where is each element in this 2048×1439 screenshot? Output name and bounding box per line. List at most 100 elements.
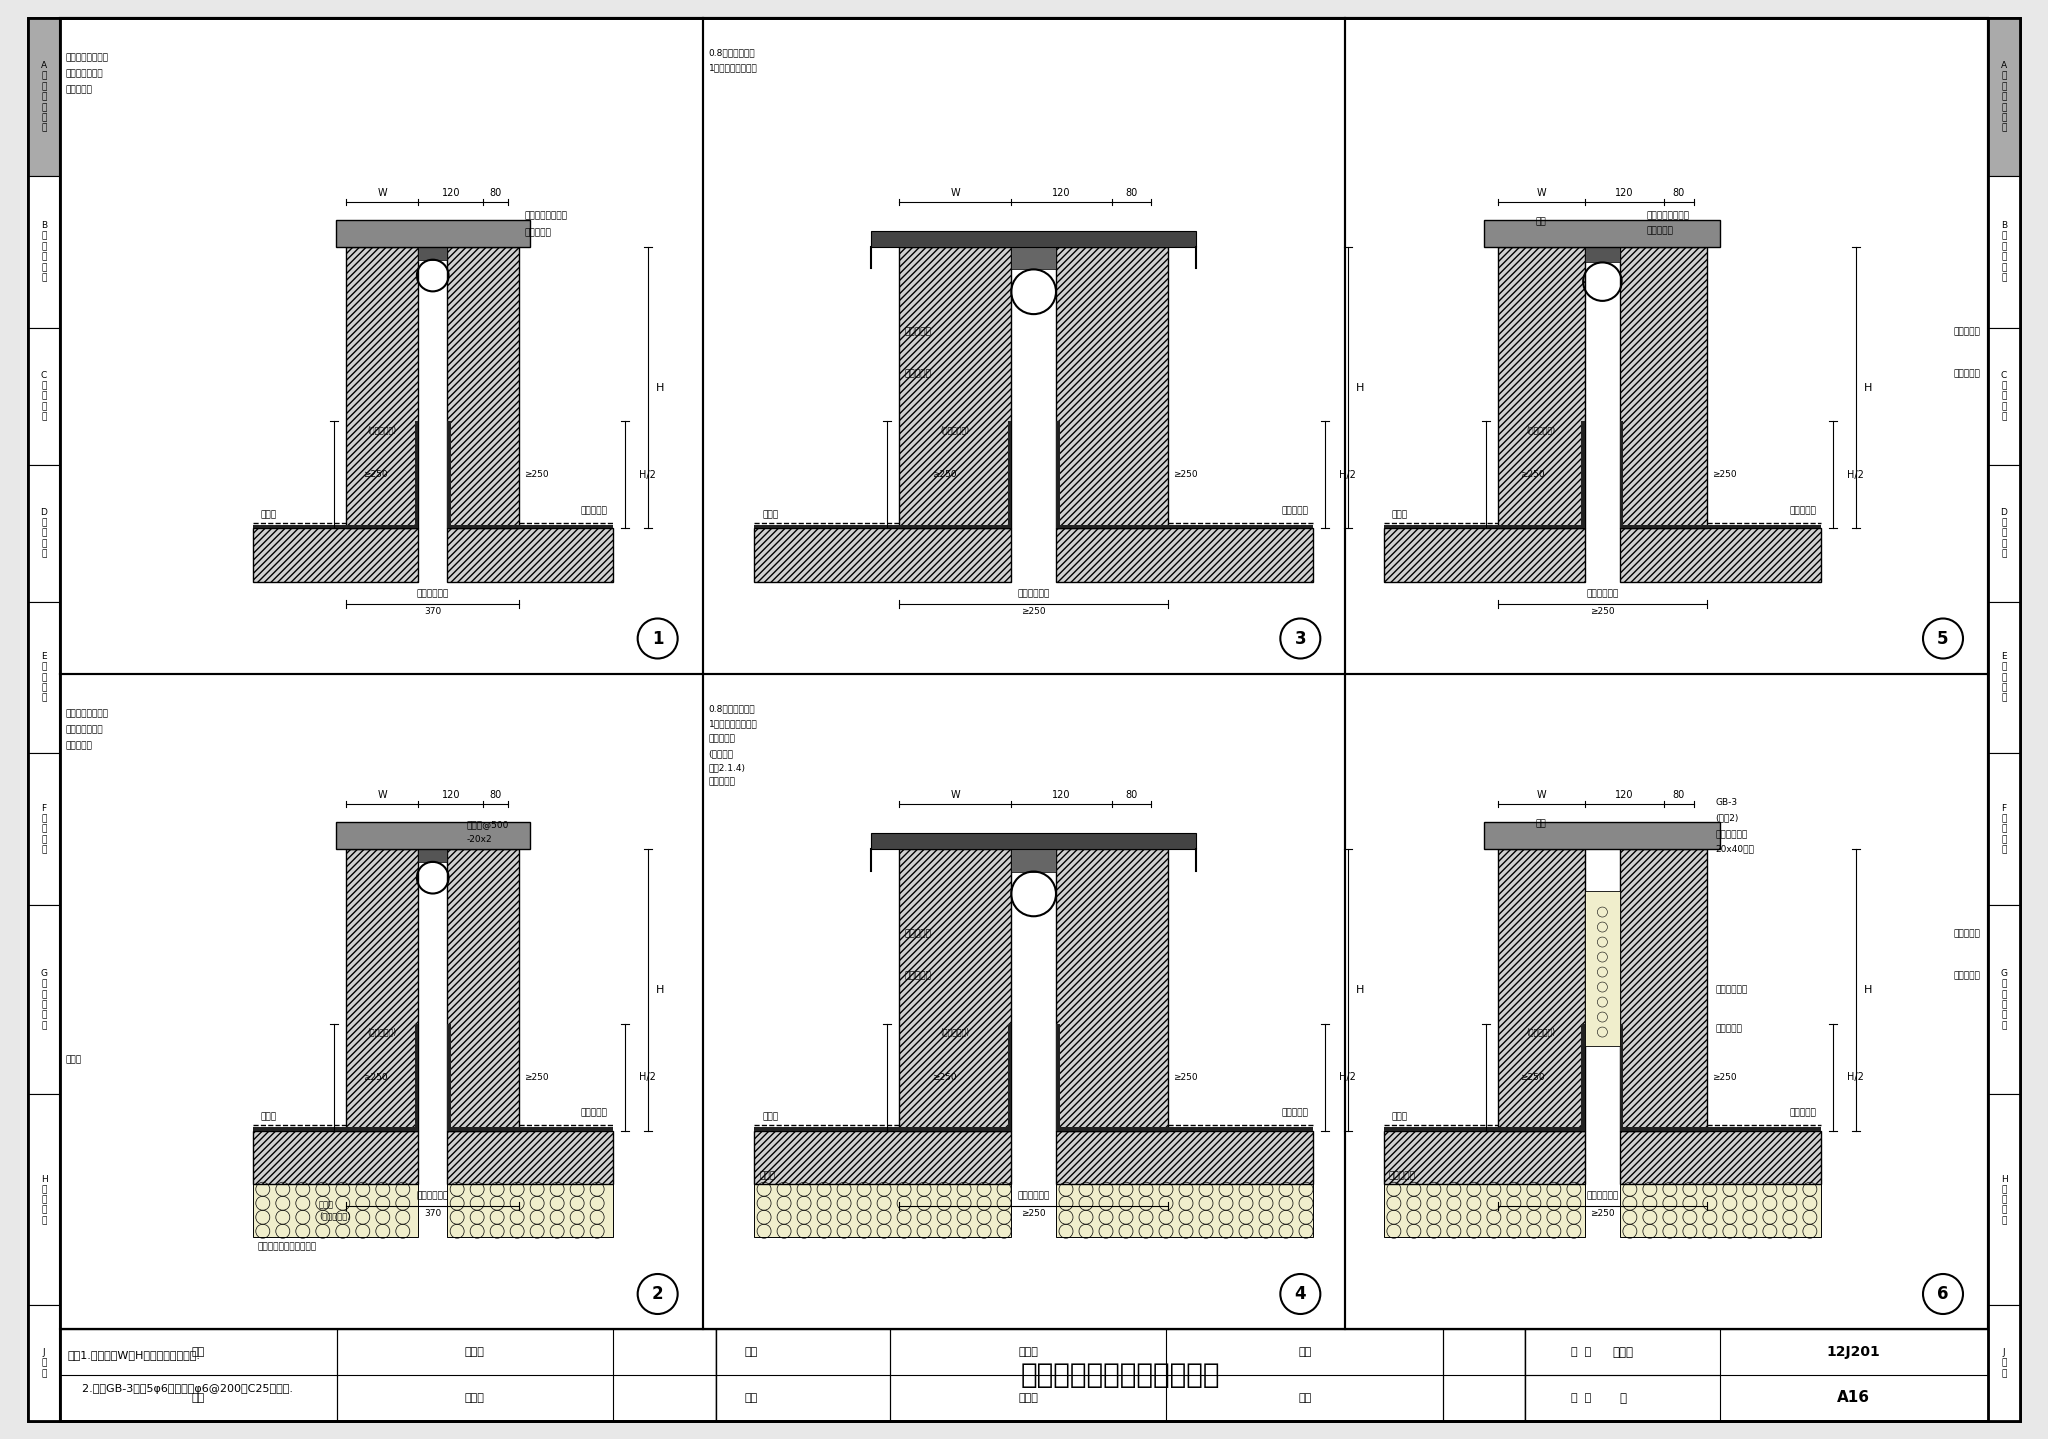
Bar — [252, 1184, 418, 1238]
Text: (附加防水层): (附加防水层) — [1526, 1027, 1556, 1036]
Bar — [446, 1127, 612, 1131]
Bar — [872, 232, 1196, 248]
Text: 校对: 校对 — [745, 1393, 758, 1403]
Text: 设计: 设计 — [1298, 1393, 1311, 1403]
Text: B
倒
置
式
屋
面: B 倒 置 式 屋 面 — [2001, 222, 2007, 282]
Text: 370: 370 — [424, 1209, 442, 1219]
Text: B
倒
置
式
屋
面: B 倒 置 式 屋 面 — [41, 222, 47, 282]
Text: H: H — [655, 984, 664, 994]
Text: (附加防水层): (附加防水层) — [940, 1027, 971, 1036]
Bar — [1008, 1023, 1012, 1131]
Text: H/2: H/2 — [1339, 471, 1356, 481]
Bar — [1620, 849, 1708, 1131]
Text: 120: 120 — [1616, 790, 1634, 800]
Text: (附加防水层): (附加防水层) — [940, 426, 971, 435]
Bar — [1620, 1184, 1821, 1238]
Text: 附加防水层: 附加防水层 — [582, 1108, 608, 1118]
Text: GB-3: GB-3 — [1716, 799, 1737, 807]
Text: 0.8厚彩色钢板或: 0.8厚彩色钢板或 — [709, 49, 756, 58]
Bar — [1620, 1131, 1821, 1184]
Text: 李正刚: 李正刚 — [1018, 1347, 1038, 1357]
Bar — [1620, 525, 1821, 528]
Bar — [1620, 1127, 1821, 1131]
Text: 女儿墙尺寸、配筋: 女儿墙尺寸、配筋 — [66, 53, 109, 62]
Text: H/2: H/2 — [639, 1072, 655, 1082]
Text: 李正刚: 李正刚 — [1018, 1393, 1038, 1403]
Text: 附加防水层: 附加防水层 — [1954, 370, 1980, 378]
Text: 说明2.1.4): 说明2.1.4) — [709, 763, 745, 771]
Text: 洪  森: 洪 森 — [1571, 1347, 1591, 1357]
Text: W: W — [377, 189, 387, 199]
Bar — [754, 525, 1012, 528]
Bar — [446, 525, 612, 528]
Text: ≥250: ≥250 — [1174, 471, 1198, 479]
Text: 120: 120 — [1616, 189, 1634, 199]
Text: C
架
空
屋
面: C 架 空 屋 面 — [41, 371, 47, 422]
Text: H/2: H/2 — [1847, 471, 1864, 481]
Text: ≥250: ≥250 — [932, 1072, 956, 1082]
Text: (附加防水层): (附加防水层) — [369, 1027, 397, 1036]
Text: 4: 4 — [1294, 1285, 1307, 1302]
Bar — [1581, 422, 1585, 528]
Text: G
导
光
管
采
光: G 导 光 管 采 光 — [41, 970, 47, 1030]
Text: A16: A16 — [1837, 1390, 1870, 1406]
Bar — [446, 1131, 612, 1184]
Text: 5: 5 — [1937, 629, 1950, 648]
Text: 附加防水层: 附加防水层 — [905, 370, 932, 378]
Bar — [1620, 1023, 1624, 1131]
Bar — [754, 1131, 1012, 1184]
Bar — [1497, 849, 1585, 1131]
Bar — [1620, 528, 1821, 581]
Text: 防水层: 防水层 — [1393, 509, 1409, 519]
Text: 洪  森: 洪 森 — [1571, 1393, 1591, 1403]
Text: 附加防水层: 附加防水层 — [1282, 507, 1309, 515]
Bar — [1620, 248, 1708, 528]
Text: 120: 120 — [1053, 189, 1071, 199]
Text: 密封膏封堵: 密封膏封堵 — [1647, 226, 1673, 235]
Text: ≥250: ≥250 — [362, 471, 387, 479]
Bar — [1384, 525, 1585, 528]
Bar — [1057, 1131, 1313, 1184]
Text: A
卷
材
涂
膜
屋
面: A 卷 材 涂 膜 屋 面 — [2001, 62, 2007, 132]
Text: 满填聚苯乙烯: 满填聚苯乙烯 — [1716, 986, 1747, 994]
Text: 校对: 校对 — [745, 1347, 758, 1357]
Text: 防水层: 防水层 — [762, 509, 778, 519]
Text: -20x2: -20x2 — [467, 835, 492, 843]
Bar — [1989, 905, 2019, 1095]
Text: (见本部分: (见本部分 — [709, 750, 733, 758]
Bar — [1057, 422, 1059, 528]
Text: 女儿墙尺寸、配筋: 女儿墙尺寸、配筋 — [66, 709, 109, 718]
Bar — [418, 248, 446, 259]
Bar — [872, 833, 1196, 849]
Bar — [416, 1023, 418, 1131]
Bar — [29, 602, 59, 753]
Text: 120: 120 — [442, 790, 461, 800]
Text: 见单体工程设计: 见单体工程设计 — [66, 725, 104, 734]
Text: G
导
光
管
采
光: G 导 光 管 采 光 — [2001, 970, 2007, 1030]
Bar — [1989, 19, 2019, 176]
Bar — [1989, 753, 2019, 905]
Text: J
附
录: J 附 录 — [41, 1348, 47, 1379]
Bar — [1620, 422, 1624, 528]
Bar — [1485, 823, 1720, 849]
Bar — [1585, 248, 1620, 262]
Bar — [446, 528, 612, 581]
Text: D
种
植
屋
面: D 种 植 屋 面 — [41, 508, 47, 558]
Text: 防水层: 防水层 — [1393, 1112, 1409, 1121]
Bar — [1989, 1095, 2019, 1305]
Bar — [29, 905, 59, 1095]
Bar — [29, 328, 59, 465]
Text: 注：1.图中尺寸W、H均由工程设计确定.: 注：1.图中尺寸W、H均由工程设计确定. — [68, 1350, 201, 1360]
Text: ≥250: ≥250 — [1022, 1209, 1047, 1219]
Text: 密封胶封严: 密封胶封严 — [66, 741, 92, 750]
Text: (见注2): (见注2) — [1716, 813, 1739, 822]
Bar — [29, 465, 59, 602]
Bar — [1384, 1184, 1585, 1238]
Text: ≥250: ≥250 — [1022, 607, 1047, 616]
Bar — [1057, 525, 1313, 528]
Bar — [446, 849, 518, 1131]
Text: (附加防水层): (附加防水层) — [369, 426, 397, 435]
Bar — [754, 1184, 1012, 1238]
Text: 2: 2 — [651, 1285, 664, 1302]
Bar — [252, 1131, 418, 1184]
